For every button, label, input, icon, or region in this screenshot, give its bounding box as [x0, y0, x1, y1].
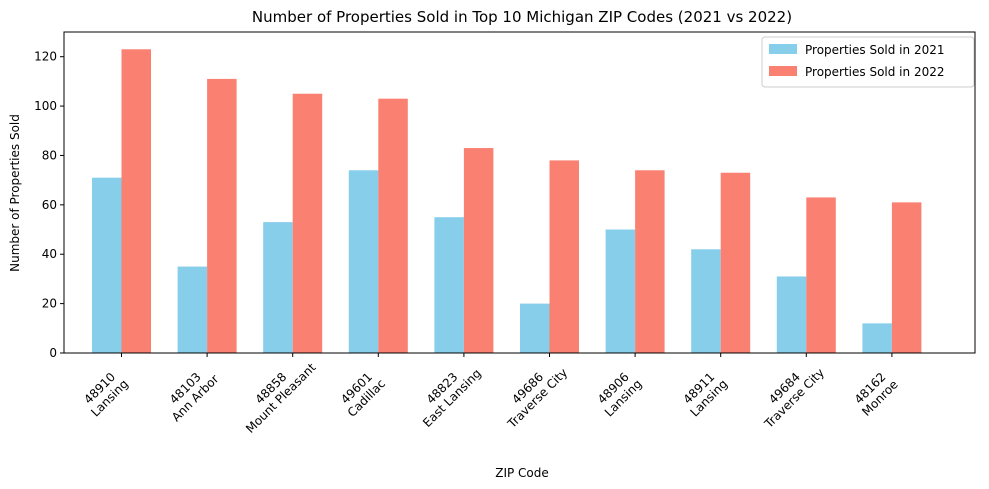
y-axis: 0 20 40 60 80 100 120 [34, 50, 64, 360]
bar-2022-8 [806, 197, 836, 353]
bars-layer [92, 49, 922, 354]
bar-2022-4 [463, 148, 494, 353]
x-tick-label: 48162Monroe [849, 367, 900, 418]
bar-2021-9 [862, 323, 892, 353]
bar-2021-8 [776, 276, 807, 353]
legend-label-2022: Properties Sold in 2022 [805, 65, 944, 79]
bar-2021-5 [520, 303, 550, 353]
x-tick-label: 49686Traverse City [494, 356, 570, 432]
bar-2021-3 [348, 170, 379, 353]
y-axis-label: Number of Properties Sold [8, 114, 22, 272]
bar-2022-2 [292, 93, 323, 353]
x-tick-label: 48911Lansing [678, 367, 731, 420]
legend-swatch-2022 [769, 66, 797, 76]
bar-2021-6 [605, 229, 636, 353]
bar-2022-3 [378, 98, 408, 354]
bar-2021-4 [434, 217, 464, 353]
y-tick-label: 0 [49, 346, 57, 360]
legend-swatch-2021 [769, 44, 797, 54]
y-tick-label: 100 [34, 99, 57, 113]
bar-2022-6 [635, 170, 665, 353]
x-tick-label: 48823East Lansing [410, 356, 484, 430]
x-tick-label: 49601Cadillac [335, 367, 388, 420]
bar-2021-7 [691, 249, 721, 353]
bar-2022-9 [891, 202, 922, 353]
x-tick-label: 48858Mount Pleasant [233, 350, 319, 436]
y-tick-label: 80 [42, 148, 57, 162]
y-tick-label: 40 [42, 247, 57, 261]
bar-2021-0 [92, 177, 122, 353]
bar-2022-0 [121, 49, 151, 354]
bar-2022-5 [549, 160, 579, 353]
x-tick-label: 48103Ann Arbor [159, 362, 221, 424]
y-tick-label: 120 [34, 50, 57, 64]
chart-title: Number of Properties Sold in Top 10 Mich… [252, 8, 792, 26]
x-tick-label: 48906Lansing [592, 367, 645, 420]
x-axis: 48910Lansing 48103Ann Arbor 48858Mount Ple… [78, 350, 901, 436]
bar-2021-1 [177, 266, 208, 353]
bar-2022-1 [207, 78, 237, 354]
y-tick-label: 20 [42, 297, 57, 311]
x-axis-label: ZIP Code [495, 466, 549, 480]
bar-2021-2 [263, 222, 293, 353]
bar-2022-7 [720, 172, 751, 353]
y-tick-label: 60 [42, 198, 57, 212]
x-tick-label: 49684Traverse City [751, 356, 827, 432]
legend: Properties Sold in 2021 Properties Sold … [761, 36, 975, 88]
x-tick-label: 48910Lansing [78, 367, 131, 420]
legend-label-2021: Properties Sold in 2021 [805, 43, 944, 57]
legend-box [761, 36, 975, 88]
plot-frame [63, 31, 976, 354]
